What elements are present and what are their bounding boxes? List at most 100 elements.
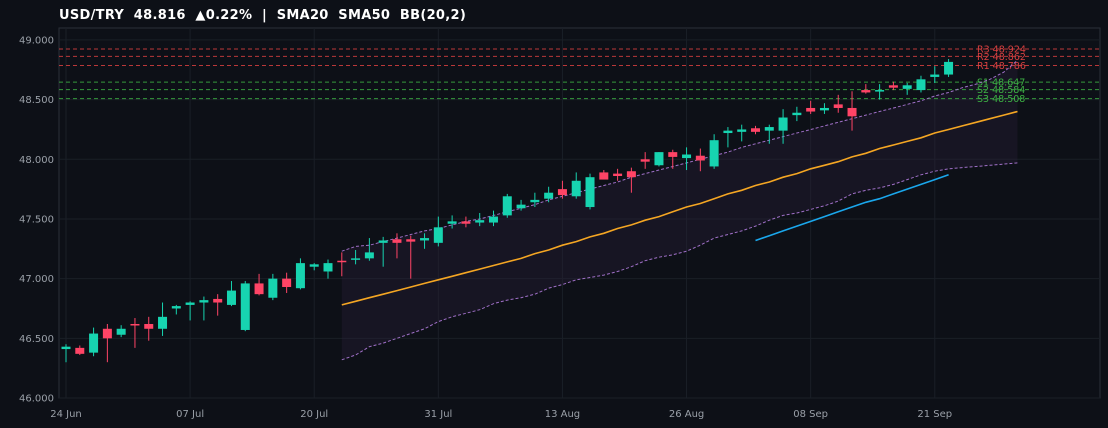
candle-body bbox=[144, 324, 154, 329]
price-label: 48.816 bbox=[133, 8, 186, 23]
candle bbox=[406, 235, 416, 279]
candle bbox=[944, 59, 954, 77]
candle bbox=[833, 94, 843, 113]
candle bbox=[819, 103, 829, 114]
candle-body bbox=[309, 264, 319, 267]
indicators-label: SMA20 SMA50 BB(20,2) bbox=[276, 8, 467, 23]
candle bbox=[433, 216, 443, 247]
candle bbox=[626, 167, 636, 193]
candle-body bbox=[833, 104, 843, 108]
candle-body bbox=[792, 112, 802, 116]
candle bbox=[475, 213, 485, 227]
candle bbox=[544, 186, 554, 203]
candle bbox=[282, 272, 292, 293]
x-tick-label: 13 Aug bbox=[545, 409, 580, 420]
candle-body bbox=[461, 221, 471, 224]
level-label-s3: S3 48.508 bbox=[977, 94, 1025, 105]
y-axis: 46.000 46.500 47.000 47.500 48.000 48.500 49.0… bbox=[19, 35, 54, 404]
y-tick-label: 48.500 bbox=[19, 95, 54, 106]
candle bbox=[75, 345, 85, 356]
candle-body bbox=[916, 79, 926, 91]
candle-body bbox=[406, 239, 416, 242]
candle-body bbox=[116, 328, 126, 335]
candle bbox=[323, 259, 333, 279]
candle bbox=[751, 125, 760, 135]
candle-body bbox=[737, 129, 747, 132]
candle-body bbox=[544, 192, 554, 199]
candle bbox=[447, 215, 457, 229]
level-label-s2: S2 48.584 bbox=[977, 85, 1025, 96]
candle bbox=[144, 316, 154, 341]
chart-title: USD/TRY 48.816 ▲0.22% | SMA20 SMA50 BB(2… bbox=[59, 8, 466, 23]
candle-body bbox=[709, 140, 719, 167]
candle-body bbox=[599, 172, 609, 180]
candle bbox=[930, 66, 940, 83]
candle bbox=[488, 210, 498, 227]
candle bbox=[378, 236, 388, 267]
candle bbox=[337, 252, 347, 277]
y-tick-label: 49.000 bbox=[19, 35, 54, 46]
y-tick-label: 48.000 bbox=[19, 155, 54, 166]
candle-body bbox=[185, 302, 195, 305]
candle-body bbox=[240, 283, 250, 330]
y-tick-label: 47.000 bbox=[19, 274, 54, 285]
candle bbox=[89, 327, 99, 357]
candle bbox=[213, 294, 223, 316]
candle-body bbox=[847, 107, 857, 117]
candles bbox=[61, 59, 954, 363]
candle-body bbox=[723, 130, 733, 134]
candle bbox=[571, 172, 581, 199]
candle-body bbox=[295, 263, 305, 289]
candle bbox=[737, 124, 747, 142]
level-label-r2: R2 48.862 bbox=[977, 52, 1026, 63]
candle-body bbox=[392, 239, 402, 243]
candle bbox=[723, 127, 733, 148]
series-line-bb-lower bbox=[341, 162, 1018, 361]
candle-body bbox=[571, 180, 581, 197]
candle-body bbox=[875, 90, 885, 92]
candle bbox=[916, 75, 926, 93]
candle-body bbox=[682, 154, 692, 159]
x-tick-label: 20 Jul bbox=[300, 409, 328, 420]
candle bbox=[130, 318, 140, 348]
candle bbox=[764, 124, 774, 144]
x-tick-label: 08 Sep bbox=[793, 409, 828, 420]
candle bbox=[502, 193, 512, 218]
candle-body bbox=[364, 252, 374, 259]
candle bbox=[709, 134, 719, 169]
indicator-lines bbox=[341, 59, 1018, 361]
candle bbox=[351, 250, 361, 265]
candle bbox=[668, 149, 678, 169]
y-tick-label: 46.500 bbox=[19, 334, 54, 345]
candle-body bbox=[226, 290, 236, 305]
candle-body bbox=[861, 90, 871, 93]
level-label-s1: S1 48.647 bbox=[977, 78, 1025, 89]
candle-body bbox=[102, 328, 112, 339]
candle bbox=[557, 180, 567, 199]
candle-body bbox=[337, 260, 347, 263]
candle-body bbox=[61, 346, 71, 350]
candle bbox=[102, 324, 112, 363]
candle-body bbox=[254, 283, 264, 295]
candle bbox=[364, 238, 374, 261]
candle bbox=[158, 302, 168, 336]
candle-body bbox=[613, 173, 623, 176]
candle bbox=[199, 296, 209, 321]
candle bbox=[61, 344, 71, 363]
candle-body bbox=[433, 227, 443, 243]
candle bbox=[695, 148, 705, 172]
separator: | bbox=[261, 8, 268, 23]
candle-body bbox=[75, 347, 85, 354]
candle bbox=[792, 106, 802, 122]
candle bbox=[847, 91, 857, 131]
candle bbox=[888, 81, 898, 91]
level-label-r1: R1 48.786 bbox=[977, 61, 1026, 72]
level-label-r3: R3 48.924 bbox=[977, 45, 1026, 56]
candle-body bbox=[819, 107, 829, 111]
candle-body bbox=[557, 189, 567, 196]
candle-body bbox=[323, 263, 333, 272]
candle bbox=[902, 82, 912, 95]
candle bbox=[778, 109, 788, 144]
candle bbox=[268, 273, 278, 301]
